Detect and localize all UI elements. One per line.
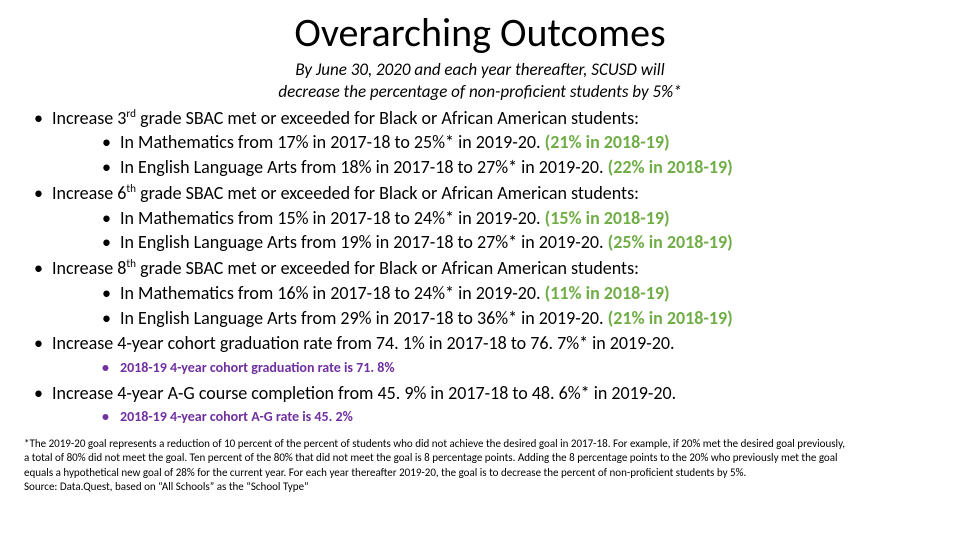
footnote: *The 2019-20 goal represents a reduction… xyxy=(24,437,936,494)
outcome-grade-8: Increase 8th grade SBAC met or exceeded … xyxy=(24,257,936,330)
grad-text: Increase 4-year cohort graduation rate f… xyxy=(52,332,675,354)
footnote-l1: *The 2019-20 goal represents a reduction… xyxy=(24,437,845,450)
ordinal-8-suffix: th xyxy=(126,256,136,270)
grade-3-ela-hl: (22% in 2018-19) xyxy=(608,156,733,178)
grad-sub: 2018-19 4-year cohort graduation rate is… xyxy=(52,358,936,378)
grade-6-ela-text: In English Language Arts from 19% in 201… xyxy=(120,231,604,253)
ordinal-3-suffix: rd xyxy=(126,106,136,120)
grade-3-math: In Mathematics from 17% in 2017-18 to 25… xyxy=(52,131,936,155)
grade-6-ela-hl: (25% in 2018-19) xyxy=(608,231,733,253)
footnote-l2: a total of 80% did not meet the goal. Te… xyxy=(24,451,838,464)
footnote-l4: Source: Data.Quest, based on “All School… xyxy=(24,480,309,493)
grade-6-math: In Mathematics from 15% in 2017-18 to 24… xyxy=(52,207,936,231)
grade-3-math-hl: (21% in 2018-19) xyxy=(545,131,670,153)
slide: Overarching Outcomes By June 30, 2020 an… xyxy=(0,0,960,540)
grade-8-ela-hl: (21% in 2018-19) xyxy=(608,307,733,329)
grade-8-math-text: In Mathematics from 16% in 2017-18 to 24… xyxy=(120,282,541,304)
page-title: Overarching Outcomes xyxy=(24,8,936,57)
outcome-ag: Increase 4-year A-G course completion fr… xyxy=(24,382,936,427)
outcome-grade-3: Increase 3rd grade SBAC met or exceeded … xyxy=(24,107,936,180)
subtitle-line-1: By June 30, 2020 and each year thereafte… xyxy=(295,59,664,80)
lead-6: grade SBAC met or exceeded for Black or … xyxy=(140,182,639,204)
outcomes-list: Increase 3rd grade SBAC met or exceeded … xyxy=(24,107,936,427)
grade-8-ela: In English Language Arts from 29% in 201… xyxy=(52,307,936,331)
lead-8: grade SBAC met or exceeded for Black or … xyxy=(140,257,639,279)
grade-8-ela-text: In English Language Arts from 29% in 201… xyxy=(120,307,604,329)
outcome-graduation: Increase 4-year cohort graduation rate f… xyxy=(24,332,936,377)
grade-8-math: In Mathematics from 16% in 2017-18 to 24… xyxy=(52,282,936,306)
subtitle-line-2: decrease the percentage of non-proficien… xyxy=(278,81,681,102)
grade-3-math-text: In Mathematics from 17% in 2017-18 to 25… xyxy=(120,131,541,153)
ag-sub: 2018-19 4-year cohort A-G rate is 45. 2% xyxy=(52,407,936,427)
grade-3-ela-text: In English Language Arts from 18% in 201… xyxy=(120,156,604,178)
ordinal-6-suffix: th xyxy=(126,181,136,195)
lead-3: grade SBAC met or exceeded for Black or … xyxy=(140,107,639,129)
grade-6-ela: In English Language Arts from 19% in 201… xyxy=(52,231,936,255)
ag-text: Increase 4-year A-G course completion fr… xyxy=(52,382,676,404)
grade-3-ela: In English Language Arts from 18% in 201… xyxy=(52,156,936,180)
outcome-grade-6: Increase 6th grade SBAC met or exceeded … xyxy=(24,182,936,255)
subtitle: By June 30, 2020 and each year thereafte… xyxy=(24,59,936,103)
footnote-l3: equals a hypothetical new goal of 28% fo… xyxy=(24,466,746,479)
grade-6-math-hl: (15% in 2018-19) xyxy=(545,207,670,229)
grade-8-math-hl: (11% in 2018-19) xyxy=(545,282,670,304)
grade-6-math-text: In Mathematics from 15% in 2017-18 to 24… xyxy=(120,207,541,229)
